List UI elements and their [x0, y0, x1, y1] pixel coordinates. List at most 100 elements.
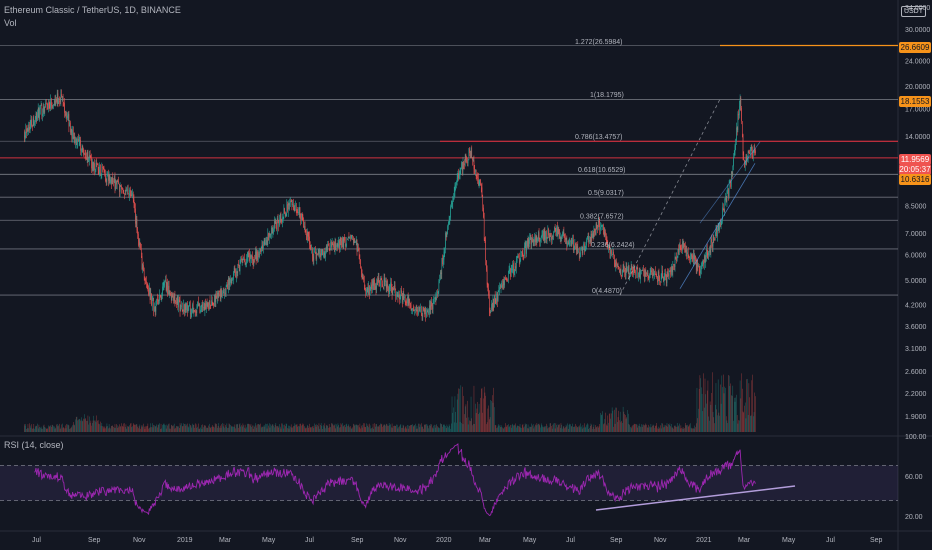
candle-body: [415, 308, 417, 312]
volume-bar: [34, 428, 35, 432]
candle-body: [420, 307, 421, 308]
volume-bar: [485, 395, 486, 432]
candle-body: [436, 292, 437, 300]
rsi-legend[interactable]: RSI (14, close): [4, 440, 64, 450]
candle-body: [350, 237, 351, 239]
volume-bar: [383, 425, 384, 432]
candle-body: [54, 100, 55, 105]
candle-body: [73, 136, 75, 139]
candle-body: [442, 258, 443, 265]
candle-body: [290, 200, 292, 202]
volume-bar: [718, 412, 720, 432]
price-tick: 24.0000: [905, 58, 930, 65]
price-axis[interactable]: 34.000030.000024.000020.000017.000014.00…: [905, 5, 930, 521]
candle-body: [247, 252, 249, 257]
volume-bar: [100, 425, 102, 432]
fib-label: 0.236(6.2424): [591, 242, 635, 249]
candle-body: [731, 171, 733, 175]
candle-body: [155, 300, 157, 312]
volume-bar: [665, 425, 667, 432]
volume-bar: [238, 427, 239, 432]
candle-body: [557, 228, 559, 237]
candle-body: [575, 243, 576, 246]
symbol-title[interactable]: Ethereum Classic / TetherUS, 1D, BINANCE: [4, 5, 181, 15]
volume-bar: [380, 423, 381, 432]
volume-bar: [637, 427, 638, 432]
candle-body: [536, 235, 538, 242]
candle-body: [522, 253, 524, 256]
candle-body: [319, 253, 320, 255]
rsi-line: [34, 443, 756, 516]
candle-body: [328, 245, 330, 250]
candle-body: [568, 242, 570, 244]
candle-body: [377, 279, 378, 285]
candle-body: [537, 238, 538, 242]
candle-body: [687, 252, 688, 255]
volume-bar: [139, 424, 141, 432]
volume-bar: [352, 427, 353, 432]
volume-bar: [342, 423, 343, 432]
volume-bar: [190, 424, 191, 432]
vol-legend[interactable]: Vol: [4, 18, 17, 28]
candle-body: [183, 304, 184, 312]
rsi-pane: [0, 443, 898, 516]
candle-body: [752, 152, 754, 159]
volume-bar: [705, 394, 706, 432]
candle-body: [190, 313, 192, 315]
volume-bar: [117, 427, 119, 432]
volume-bar: [748, 383, 750, 432]
candle-body: [403, 293, 405, 298]
candle-body: [254, 259, 255, 260]
volume-bar: [357, 425, 358, 432]
volume-bar: [680, 425, 682, 432]
time-axis[interactable]: Jul Sep Nov 2019 Mar May Jul Sep Nov 2020 Mar May Ju…: [32, 537, 883, 544]
volume-bar: [573, 426, 575, 432]
candle-body: [194, 310, 195, 312]
candle-body: [125, 189, 127, 192]
candle-body: [94, 169, 96, 170]
volume-bar: [258, 424, 260, 432]
volume-bar: [140, 428, 141, 432]
candle-body: [104, 172, 105, 175]
volume-bar: [560, 423, 562, 432]
currency-button[interactable]: USDT: [900, 6, 926, 17]
candle-body: [200, 309, 201, 313]
volume-bar: [481, 388, 483, 432]
volume-bar: [160, 423, 162, 432]
volume-bar: [647, 427, 649, 432]
candle-body: [67, 114, 69, 116]
volume-bar: [394, 425, 395, 432]
candle-body: [750, 148, 751, 154]
volume-bar: [138, 428, 139, 432]
time-label: Sep: [351, 537, 364, 544]
candle-body: [260, 249, 262, 252]
candle-body: [506, 279, 508, 281]
volume-bar: [191, 427, 192, 432]
volume-bar: [415, 428, 417, 432]
candle-body: [660, 277, 662, 282]
candle-body: [713, 236, 715, 239]
volume-bar: [193, 424, 195, 432]
volume-bar: [674, 425, 676, 432]
volume-bar: [731, 395, 732, 432]
volume-bar: [107, 426, 108, 432]
candle-body: [386, 284, 388, 289]
volume-bar: [149, 427, 151, 432]
volume-bar: [148, 428, 149, 432]
candle-body: [113, 177, 115, 182]
candle-body: [372, 280, 374, 286]
volume-bar: [250, 424, 252, 432]
candle-body: [632, 270, 633, 274]
candle-body: [292, 203, 293, 206]
volume-bar: [598, 426, 600, 432]
candle-body: [150, 293, 152, 300]
volume-bar: [83, 418, 84, 432]
drawings[interactable]: [619, 98, 761, 296]
volume-bar: [37, 428, 39, 432]
time-label: Mar: [479, 537, 492, 544]
candle-body: [478, 181, 480, 186]
volume-bar: [524, 423, 526, 432]
volume-bar: [553, 423, 554, 432]
candle-body: [111, 177, 113, 184]
